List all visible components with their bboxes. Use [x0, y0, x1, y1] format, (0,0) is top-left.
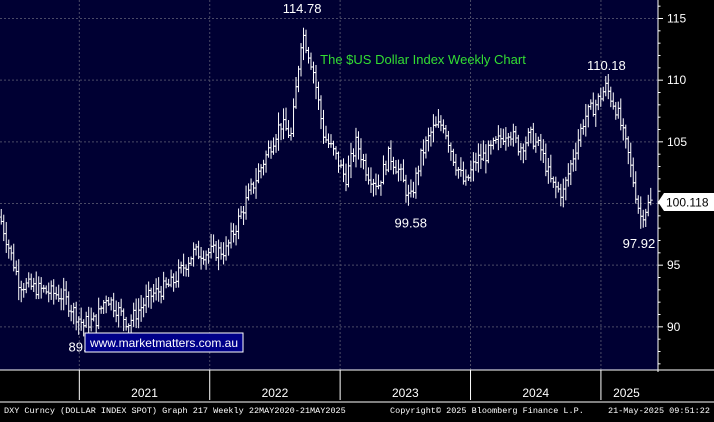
x-tick-label-2024: 2024: [522, 386, 549, 400]
y-tick-label-90: 90: [667, 320, 681, 334]
annotation-label-114.78: 114.78: [283, 1, 322, 16]
annotation-label-110.18: 110.18: [587, 58, 626, 73]
y-tick-label-115: 115: [667, 12, 686, 26]
y-tick-label-110: 110: [667, 73, 686, 87]
last-price-label: 100.118: [666, 196, 709, 210]
plot-background: [0, 0, 658, 370]
footer-right: 21-May-2025 09:51:22: [608, 406, 710, 416]
x-tick-label-2023: 2023: [392, 386, 419, 400]
time-axis-background: [0, 370, 714, 405]
footer-center: Copyright© 2025 Bloomberg Finance L.P.: [390, 406, 584, 416]
watermark-box: [84, 332, 244, 353]
x-tick-label-2025: 2025: [613, 386, 640, 400]
grid-layer: [0, 0, 658, 370]
y-tick-label-95: 95: [667, 258, 681, 272]
footer-left: DXY Curncy (DOLLAR INDEX SPOT) Graph 217…: [4, 406, 346, 416]
y-tick-label-105: 105: [667, 135, 687, 149]
last-price-marker: [658, 193, 714, 212]
annotation-label-97.92: 97.92: [623, 236, 656, 251]
chart-title: The $US Dollar Index Weekly Chart: [320, 52, 526, 67]
annotation-label-99.58: 99.58: [394, 216, 427, 231]
axis-panel-background: [658, 0, 714, 370]
x-axis: 2021 2022 2023 2024 2025: [0, 369, 714, 403]
y-axis: 1151101051009590100.118: [657, 0, 714, 372]
watermark-text: www.marketmatters.com.au: [89, 336, 238, 350]
ohlc-bars: [0, 27, 653, 337]
x-tick-label-2022: 2022: [262, 386, 289, 400]
x-tick-label-2021: 2021: [131, 386, 158, 400]
